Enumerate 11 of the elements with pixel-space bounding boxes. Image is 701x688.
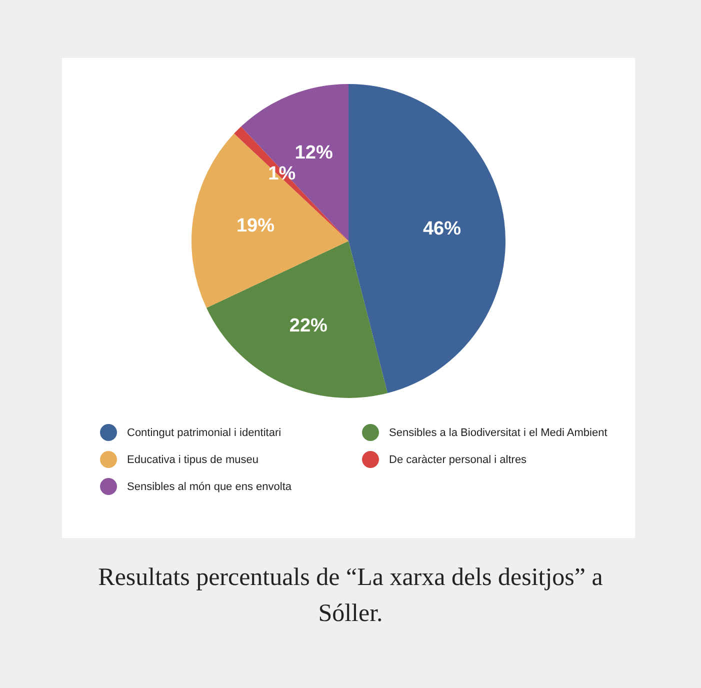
legend-label: Contingut patrimonial i identitari <box>126 426 282 440</box>
data-label: 46% <box>422 218 462 240</box>
data-label: 12% <box>294 142 333 164</box>
data-label: 1% <box>268 164 296 185</box>
text: Resultats percentuals de “La xarxa dels desitjos” a Sóller. <box>97 563 604 629</box>
legend-label: De caràcter personal i altres <box>388 452 528 468</box>
data-label: 19% <box>236 216 275 236</box>
legend-label: Sensibles a la Biodiversitat i el Medi Ambient <box>388 426 608 440</box>
legend-label: Educativa i tipus de museu <box>126 452 260 468</box>
data-label: 22% <box>289 315 328 336</box>
legend-label: Sensibles al món que ens envolta <box>126 480 292 494</box>
